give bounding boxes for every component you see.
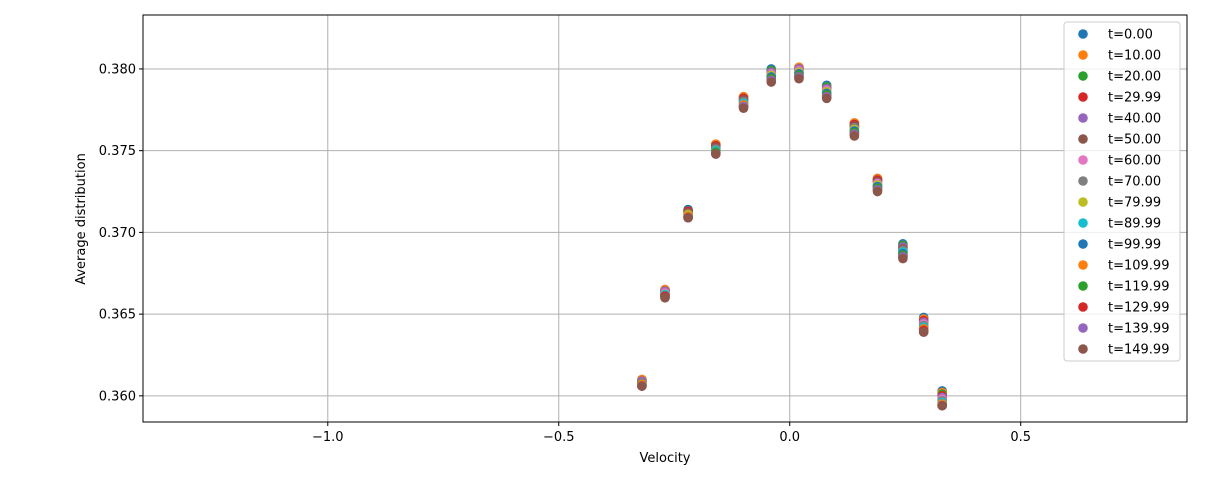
- grid-lines: [143, 15, 1187, 422]
- data-point: [898, 253, 908, 264]
- legend-item: t=70.00: [1078, 175, 1161, 190]
- y-tick-label: 0.365: [99, 308, 136, 323]
- y-tick-label: 0.360: [99, 389, 136, 404]
- x-axis-ticks: −1.0 −0.5 0.0 0.5: [312, 422, 1031, 445]
- legend-marker: [1078, 71, 1088, 81]
- legend-marker: [1078, 281, 1088, 291]
- legend-label: t=89.99: [1108, 217, 1161, 232]
- series-t=149.99: [637, 73, 947, 411]
- legend-label: t=99.99: [1108, 238, 1161, 253]
- x-tick-label: −1.0: [312, 430, 344, 445]
- data-point: [683, 212, 693, 223]
- data-point: [872, 186, 883, 197]
- legend-label: t=20.00: [1108, 70, 1161, 85]
- data-points: [637, 62, 947, 411]
- y-tick-label: 0.375: [99, 144, 136, 159]
- x-tick-label: 0.0: [779, 430, 800, 445]
- legend-marker: [1078, 344, 1088, 354]
- legend-marker: [1078, 260, 1088, 270]
- legend-item: t=149.99: [1078, 343, 1169, 358]
- legend-box: [1063, 21, 1181, 362]
- data-point: [637, 381, 647, 391]
- legend-marker: [1078, 155, 1088, 165]
- legend-marker: [1078, 134, 1088, 144]
- legend-label: t=60.00: [1108, 154, 1161, 169]
- y-axis-label: Average distribution: [74, 153, 89, 285]
- legend-item: t=89.99: [1078, 217, 1161, 232]
- data-point: [711, 149, 721, 159]
- legend-marker: [1078, 197, 1088, 207]
- legend-marker: [1078, 92, 1088, 102]
- legend-item: t=50.00: [1078, 133, 1161, 148]
- legend: t=0.00 t=10.00 t=20.00 t=29.99 t=40.00 t=50.0…: [1063, 21, 1181, 362]
- legend-label: t=109.99: [1108, 259, 1169, 274]
- plot-area-frame: [142, 14, 1188, 423]
- legend-label: t=29.99: [1108, 91, 1161, 106]
- legend-item: t=20.00: [1078, 70, 1161, 85]
- legend-label: t=50.00: [1108, 133, 1161, 148]
- data-point: [766, 77, 777, 87]
- legend-label: t=10.00: [1108, 49, 1161, 64]
- y-tick-label: 0.380: [99, 62, 136, 77]
- legend-item: t=109.99: [1078, 259, 1169, 274]
- legend-label: t=79.99: [1108, 196, 1161, 211]
- legend-label: t=0.00: [1108, 28, 1153, 43]
- legend-marker: [1078, 239, 1088, 249]
- data-point: [918, 327, 929, 337]
- data-point: [937, 400, 947, 411]
- legend-item: t=40.00: [1078, 112, 1161, 127]
- x-axis-label: Velocity: [640, 451, 691, 466]
- legend-item: t=119.99: [1078, 280, 1169, 295]
- legend-label: t=139.99: [1108, 322, 1169, 337]
- legend-label: t=70.00: [1108, 175, 1161, 190]
- legend-marker: [1078, 176, 1088, 186]
- legend-item: t=10.00: [1078, 49, 1161, 64]
- data-point: [849, 131, 860, 141]
- data-point: [660, 292, 670, 303]
- legend-item: t=99.99: [1078, 238, 1161, 253]
- legend-label: t=40.00: [1108, 112, 1161, 127]
- data-point: [821, 93, 832, 104]
- legend-item: t=60.00: [1078, 154, 1161, 169]
- x-tick-label: 0.5: [1010, 430, 1031, 445]
- legend-marker: [1078, 218, 1088, 228]
- legend-item: t=139.99: [1078, 322, 1169, 337]
- legend-label: t=119.99: [1108, 280, 1169, 295]
- data-point: [794, 73, 804, 84]
- y-axis-ticks: 0.360 0.365 0.370 0.375 0.380: [99, 62, 143, 404]
- data-point: [738, 103, 749, 113]
- x-tick-label: −0.5: [543, 430, 575, 445]
- legend-item: t=29.99: [1078, 91, 1161, 106]
- legend-item: t=79.99: [1078, 196, 1161, 211]
- legend-marker: [1078, 50, 1088, 60]
- y-tick-label: 0.370: [99, 226, 136, 241]
- legend-item: t=0.00: [1078, 28, 1153, 43]
- legend-marker: [1078, 29, 1088, 39]
- legend-marker: [1078, 113, 1088, 123]
- legend-label: t=129.99: [1108, 301, 1169, 316]
- legend-marker: [1078, 323, 1088, 333]
- legend-marker: [1078, 302, 1088, 312]
- legend-item: t=129.99: [1078, 301, 1169, 316]
- legend-label: t=149.99: [1108, 343, 1169, 358]
